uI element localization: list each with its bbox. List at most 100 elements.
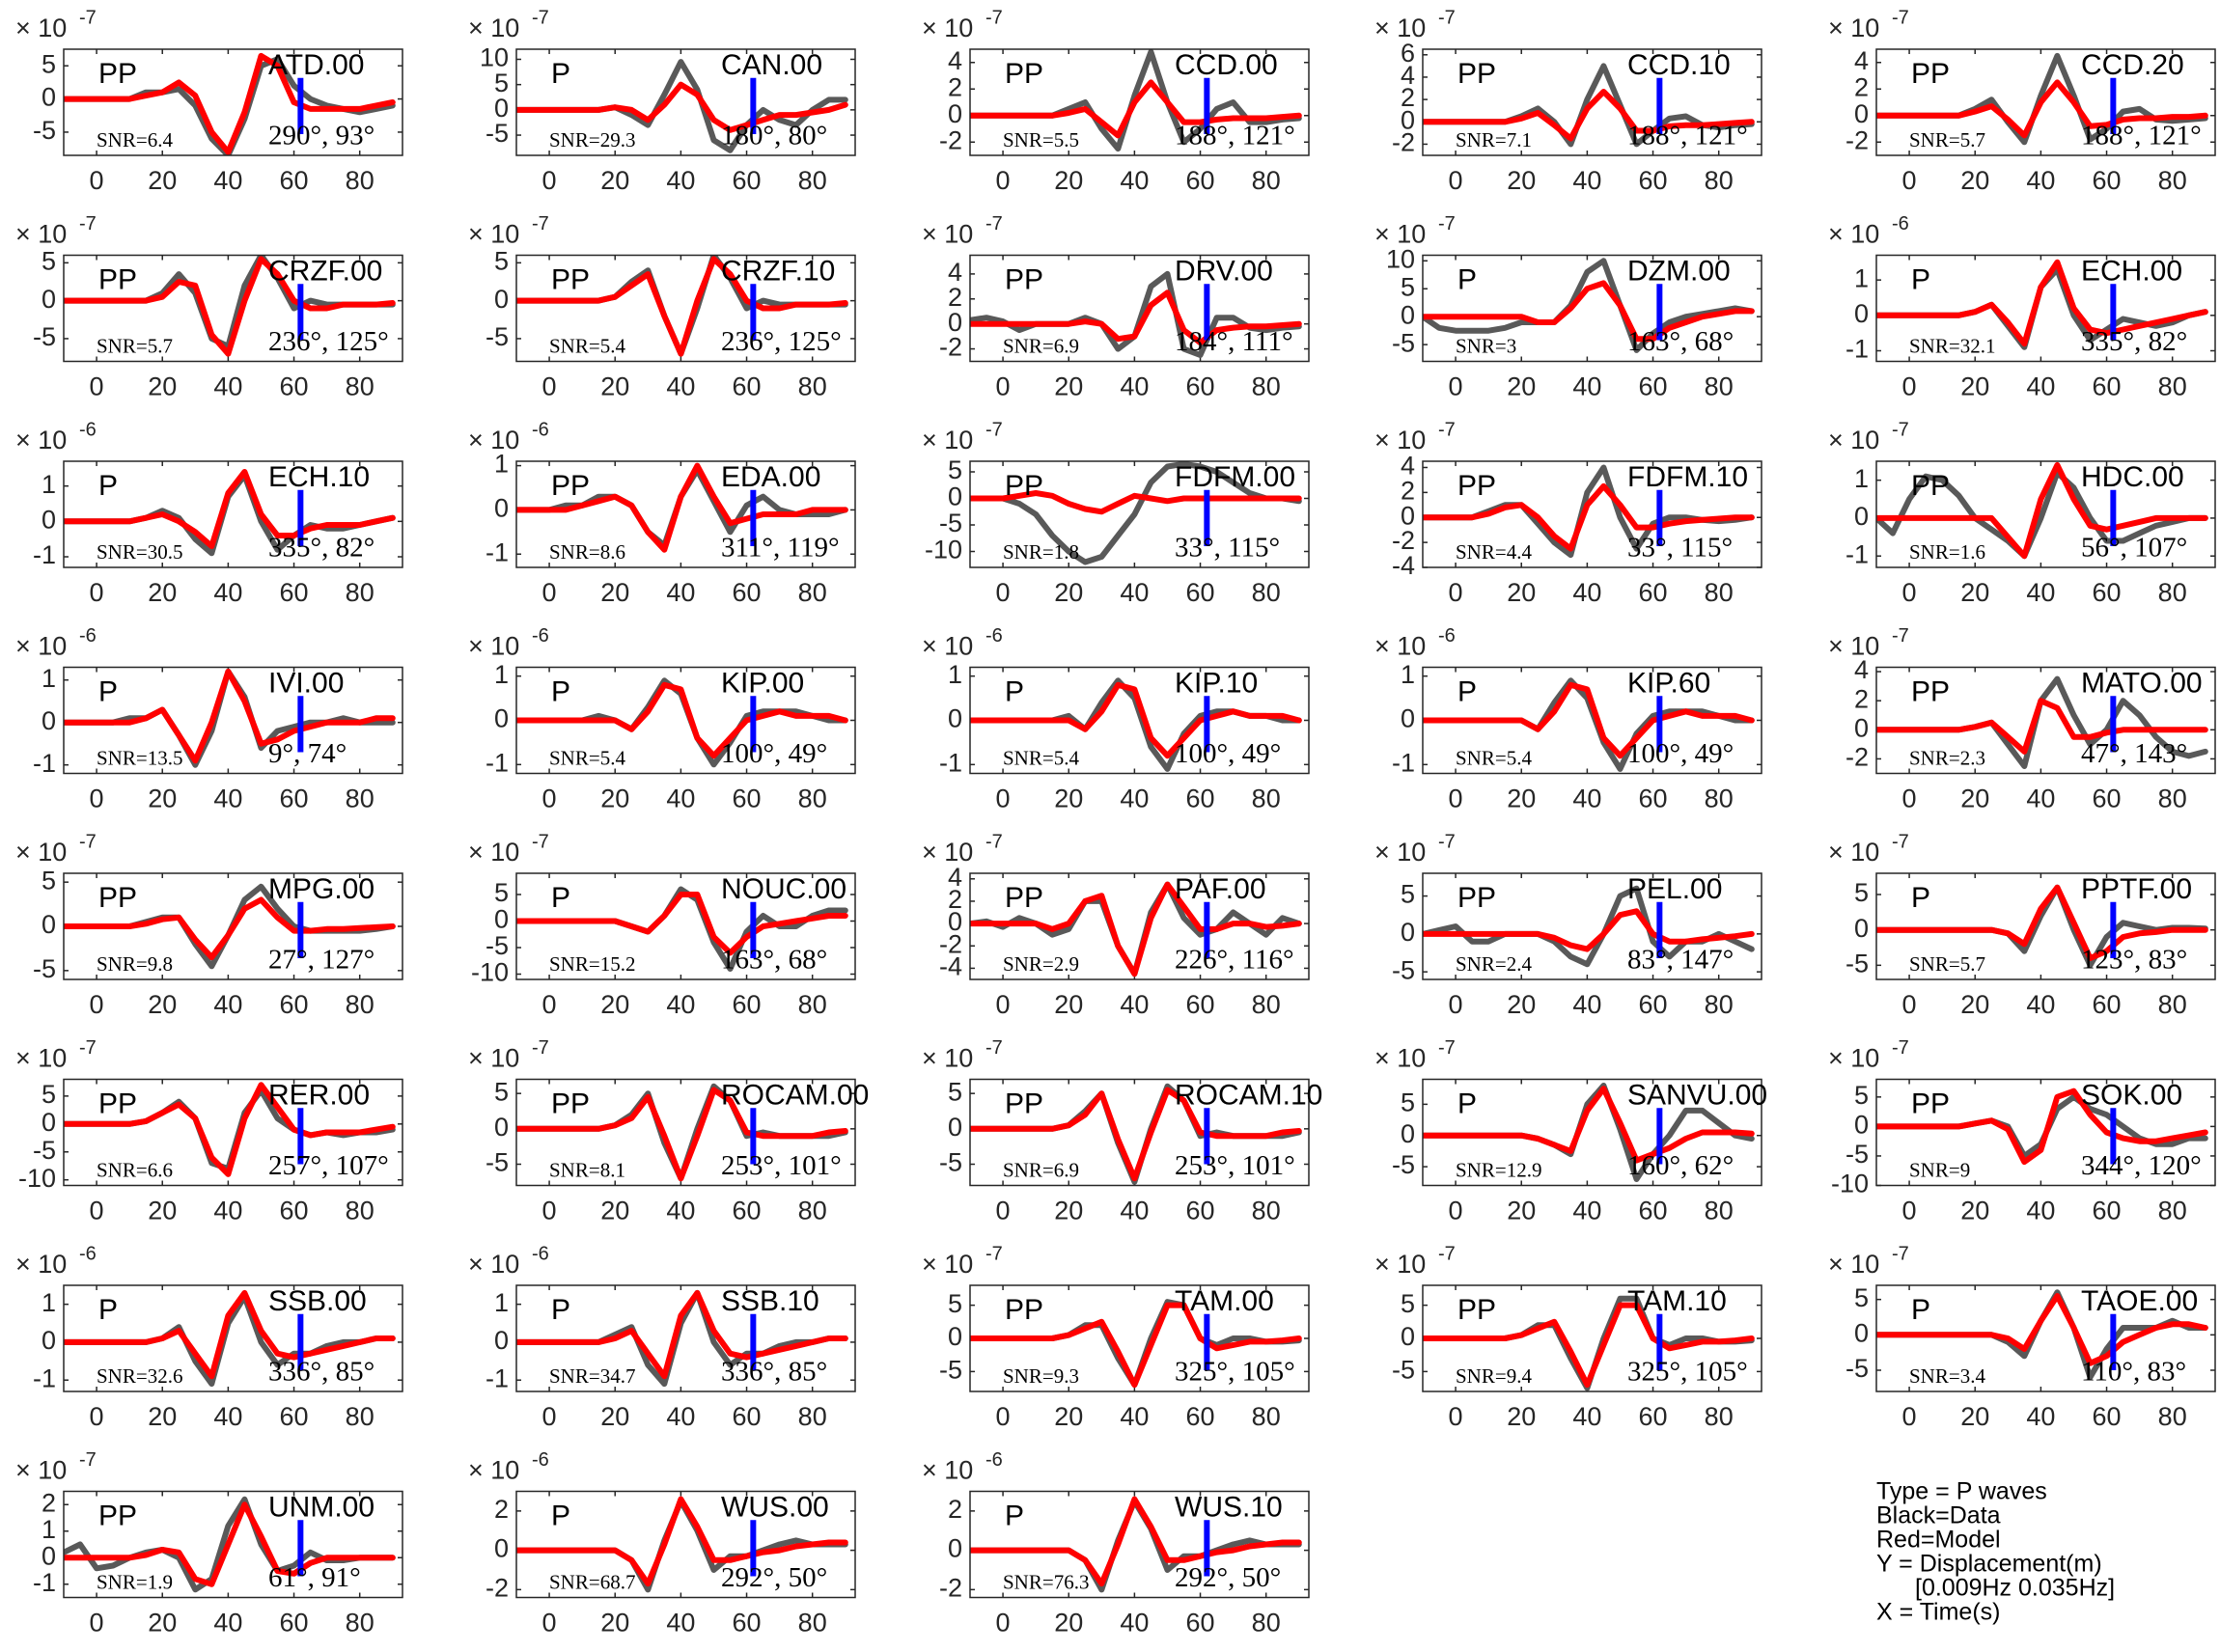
x-tick-label: 0 (1902, 372, 1917, 401)
x-tick-label: 80 (2158, 372, 2187, 401)
x-tick-label: 20 (1054, 578, 1083, 607)
phase-label: PP (98, 1088, 137, 1119)
waveform (1876, 469, 2208, 560)
y-tick-label: 2 (1401, 476, 1415, 505)
y-tick-label: -1 (33, 540, 56, 569)
phase-label: PP (1005, 263, 1043, 295)
y-tick-label: 0 (1401, 501, 1415, 530)
x-tick-label: 0 (542, 578, 557, 607)
y-tick-label: -5 (486, 931, 509, 960)
snr-label: SNR=9.8 (97, 952, 173, 976)
x-tick-label: 40 (1120, 578, 1149, 607)
x-tick-label: 0 (1902, 1402, 1917, 1431)
station-label: TAOE.00 (2081, 1285, 2198, 1317)
scale-exponent: -7 (1438, 419, 1456, 440)
station-label: TAM.00 (1175, 1285, 1274, 1317)
axes-frame (63, 666, 403, 775)
axes-frame (969, 254, 1310, 363)
axes-frame (515, 1490, 856, 1599)
plot-area (1423, 258, 1755, 353)
y-tick-label: 0 (948, 704, 962, 733)
y-tick-label: -4 (939, 952, 962, 981)
x-tick-label: 0 (1902, 990, 1917, 1019)
axes-frame (969, 48, 1310, 156)
axes-frame (63, 1490, 403, 1599)
y-tick-label: -1 (1392, 748, 1415, 777)
scale-base: × 10 (922, 632, 973, 661)
y-tick-label: 0 (1401, 300, 1415, 329)
panel: 5 0 -5 0 20 40 60 80 PP ATD.00 SNR=6.4 290°, 93° × 1… (15, 7, 403, 195)
panel: 1 0 -1 0 20 40 60 80 P KIP.60 SNR=5.4 100°, 49° × 10… (1374, 625, 1762, 813)
y-tick-label: 10 (1386, 244, 1415, 273)
snr-label: SNR=30.5 (97, 540, 182, 564)
phase-label: P (1911, 882, 1930, 914)
x-tick-label: 40 (213, 578, 242, 607)
station-label: SSB.10 (721, 1285, 819, 1317)
plot-area (970, 677, 1302, 772)
waveform (970, 1087, 1302, 1182)
x-tick-label: 60 (1186, 578, 1215, 607)
phase-label: P (551, 1294, 570, 1326)
scale-exponent: -7 (985, 7, 1003, 28)
x-tick-label: 0 (542, 1402, 557, 1431)
station-label: NOUC.00 (721, 873, 846, 905)
x-tick-label: 40 (1572, 372, 1601, 401)
x-tick-label: 0 (1449, 166, 1463, 195)
phase-label: P (551, 675, 570, 707)
x-tick-label: 40 (213, 1402, 242, 1431)
x-tick-label: 40 (2026, 990, 2055, 1019)
scale-base: × 10 (1374, 220, 1426, 249)
axes-background (970, 255, 1309, 362)
phase-label: P (551, 58, 570, 90)
x-tick-label: 40 (666, 372, 695, 401)
plot-area (64, 52, 396, 155)
x-tick-label: 0 (90, 578, 104, 607)
x-tick-label: 20 (600, 1402, 629, 1431)
y-tick-label: -5 (1845, 1354, 1869, 1383)
x-tick-label: 20 (148, 1197, 177, 1225)
axes-frame (515, 254, 856, 363)
angle-label: 33°, 115° (1627, 533, 1733, 564)
snr-label: SNR=7.1 (1456, 128, 1532, 151)
scale-exponent: -6 (79, 1243, 97, 1264)
waveform (64, 896, 396, 961)
scale-base: × 10 (1828, 220, 1879, 249)
scale-base: × 10 (468, 426, 519, 454)
y-tick-label: 0 (494, 905, 509, 934)
x-tick-label: 40 (213, 785, 242, 813)
axes-background (1423, 255, 1762, 362)
x-tick-label: 20 (1507, 166, 1536, 195)
y-tick-label: 2 (42, 1488, 56, 1517)
snr-label: SNR=6.9 (1003, 1158, 1079, 1181)
x-tick-label: 0 (1449, 1197, 1463, 1225)
y-tick-label: -2 (1845, 743, 1869, 772)
snr-label: SNR=3 (1456, 334, 1516, 357)
y-tick-label: -10 (471, 958, 509, 987)
x-tick-label: 60 (1639, 990, 1668, 1019)
snr-label: SNR=1.9 (97, 1570, 173, 1593)
waveform (970, 1496, 1302, 1587)
y-tick-label: 0 (1854, 502, 1869, 531)
y-tick-label: 0 (948, 1113, 962, 1142)
x-tick-label: 60 (280, 1197, 309, 1225)
snr-label: SNR=32.6 (97, 1364, 182, 1388)
x-tick-label: 60 (1186, 1609, 1215, 1638)
scale-base: × 10 (1374, 1044, 1426, 1073)
y-tick-label: 0 (42, 706, 56, 735)
x-tick-label: 80 (2158, 166, 2187, 195)
station-label: SSB.00 (268, 1285, 367, 1317)
phase-label: P (98, 1294, 118, 1326)
station-label: MATO.00 (2081, 667, 2203, 699)
scale-base: × 10 (1374, 632, 1426, 661)
y-tick-label: 4 (948, 46, 962, 75)
axes-frame (1422, 1078, 1762, 1187)
x-tick-label: 60 (1186, 372, 1215, 401)
snr-label: SNR=9 (1909, 1158, 1970, 1181)
scale-exponent: -6 (532, 625, 549, 647)
scale-exponent: -7 (1892, 7, 1909, 28)
x-tick-label: 0 (1902, 785, 1917, 813)
